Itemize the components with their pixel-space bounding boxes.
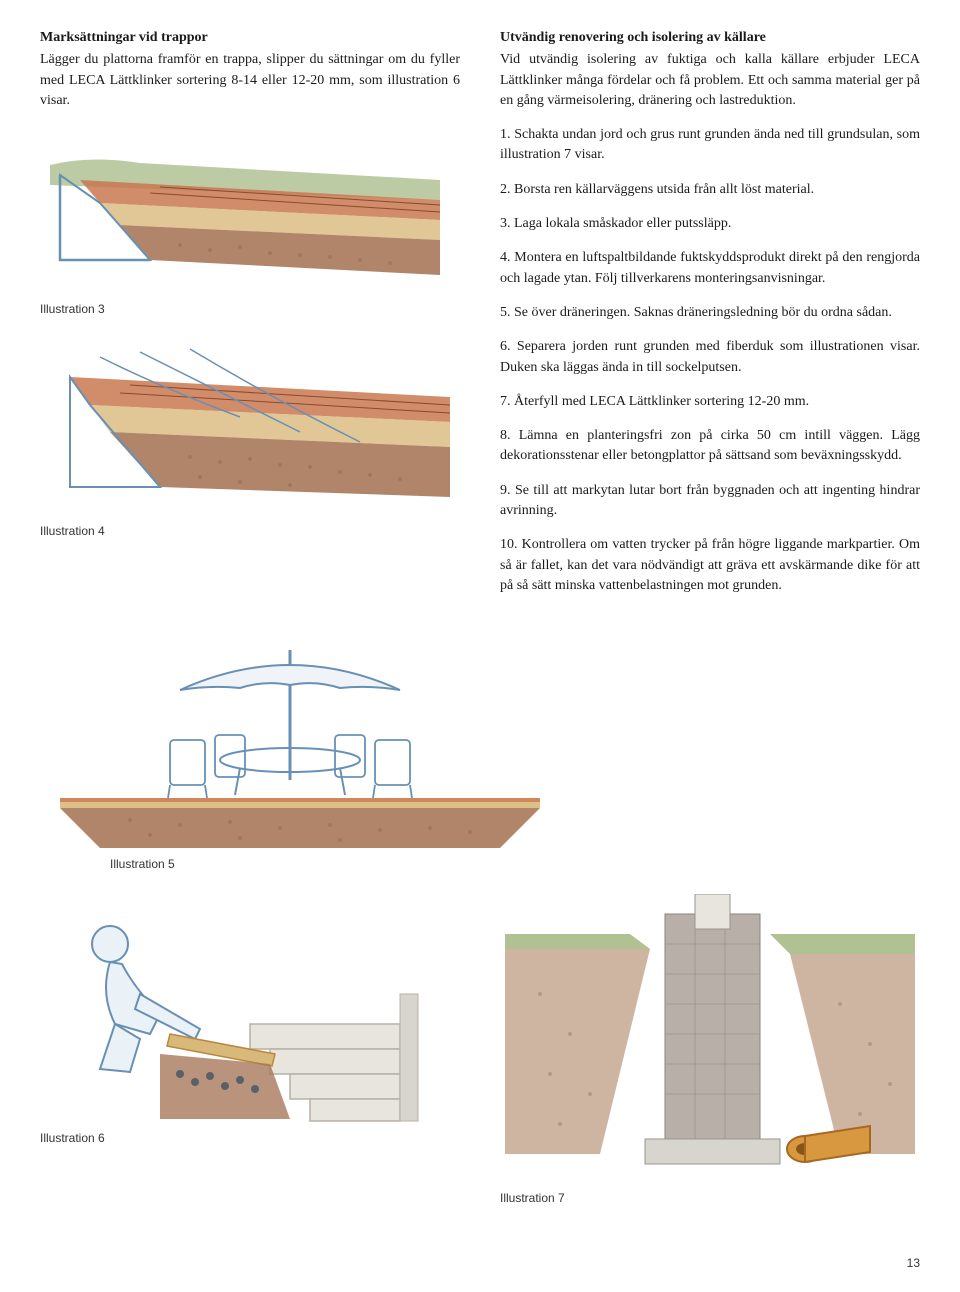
- illustration-6: Illustration 6: [40, 894, 460, 1207]
- caption-6: Illustration 6: [40, 1130, 460, 1147]
- step-2: 2. Borsta ren källarväggens utsida från …: [500, 180, 920, 200]
- caption-5: Illustration 5: [110, 856, 920, 873]
- step-5: 5. Se över dräneringen. Saknas dränering…: [500, 303, 920, 323]
- left-heading: Marksättningar vid trappor: [40, 28, 460, 48]
- step-1: 1. Schakta undan jord och grus runt grun…: [500, 125, 920, 166]
- step-4: 4. Montera en luftspaltbildande fuktskyd…: [500, 248, 920, 289]
- right-intro: Vid utvändig isolering av fuktiga och ka…: [500, 50, 920, 111]
- caption-4: Illustration 4: [40, 523, 460, 540]
- step-3: 3. Laga lokala småskador eller putssläpp…: [500, 214, 920, 234]
- step-7: 7. Återfyll med LECA Lättklinker sorteri…: [500, 392, 920, 412]
- step-8: 8. Lämna en planteringsfri zon på cirka …: [500, 426, 920, 467]
- illustration-7: Illustration 7: [500, 894, 920, 1207]
- step-9: 9. Se till att markytan lutar bort från …: [500, 481, 920, 522]
- step-6: 6. Separera jorden runt grunden med fibe…: [500, 337, 920, 378]
- caption-3: Illustration 3: [40, 301, 460, 318]
- step-10: 10. Kontrollera om vatten trycker på frå…: [500, 535, 920, 596]
- illustration-3: Illustration 3: [40, 125, 460, 318]
- illustration-5: Illustration 5: [40, 630, 920, 873]
- page-number: 13: [40, 1255, 920, 1272]
- left-paragraph: Lägger du plattorna framför en trappa, s…: [40, 50, 460, 111]
- caption-7: Illustration 7: [500, 1190, 920, 1207]
- illustration-4: Illustration 4: [40, 337, 460, 540]
- right-heading: Utvändig renovering och isolering av käl…: [500, 28, 920, 48]
